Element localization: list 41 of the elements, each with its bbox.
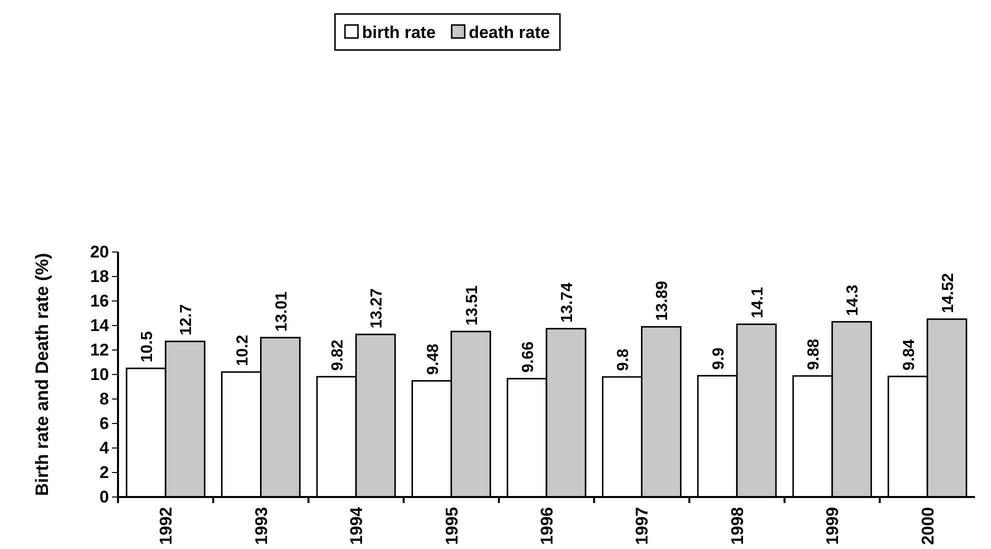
data-label: 14.3 <box>844 284 862 316</box>
x-tick-label: 1992 <box>156 507 176 545</box>
data-label: 14.52 <box>940 272 957 314</box>
legend-label: death rate <box>468 23 550 42</box>
y-axis-title: Birth rate and Death rate (%) <box>32 252 52 496</box>
data-label: 13.89 <box>654 280 672 321</box>
data-label: 9.66 <box>520 341 537 373</box>
y-tick-label: 20 <box>90 242 109 262</box>
data-label: 13.01 <box>273 291 290 332</box>
x-tick-label: 1997 <box>632 507 652 545</box>
y-tick-label: 14 <box>90 316 110 335</box>
y-tick-label: 4 <box>100 438 110 458</box>
data-label: 13.74 <box>559 282 576 323</box>
data-label: 9.8 <box>615 348 632 371</box>
data-label: 9.88 <box>806 338 823 370</box>
data-label: 9.82 <box>330 339 347 371</box>
y-tick-label: 10 <box>90 364 109 384</box>
x-tick-label: 2000 <box>918 507 938 545</box>
y-tick-label: 18 <box>90 266 109 286</box>
y-tick-label: 8 <box>100 389 109 408</box>
y-tick-label: 0 <box>100 487 109 506</box>
y-tick-label: 6 <box>100 414 109 433</box>
data-label: 9.9 <box>710 347 728 370</box>
x-tick-label: 1998 <box>728 507 747 545</box>
data-label: 14.1 <box>749 287 766 318</box>
data-label: 9.84 <box>900 339 918 370</box>
y-tick-label: 16 <box>90 291 109 310</box>
data-label: 12.7 <box>178 304 196 336</box>
x-tick-label: 1995 <box>442 507 462 545</box>
data-label: 10.2 <box>234 334 252 366</box>
y-tick-label: 12 <box>90 340 109 360</box>
data-label: 10.5 <box>139 331 156 362</box>
data-label: 13.51 <box>464 285 481 326</box>
x-tick-label: 1999 <box>823 507 842 545</box>
x-tick-label: 1996 <box>538 507 556 545</box>
y-tick-label: 2 <box>100 462 109 482</box>
x-tick-label: 1993 <box>252 507 271 545</box>
legend-label: birth rate <box>362 23 436 42</box>
data-label: 13.27 <box>368 288 386 328</box>
x-tick-label: 1994 <box>347 506 366 545</box>
data-label: 9.48 <box>424 344 442 375</box>
